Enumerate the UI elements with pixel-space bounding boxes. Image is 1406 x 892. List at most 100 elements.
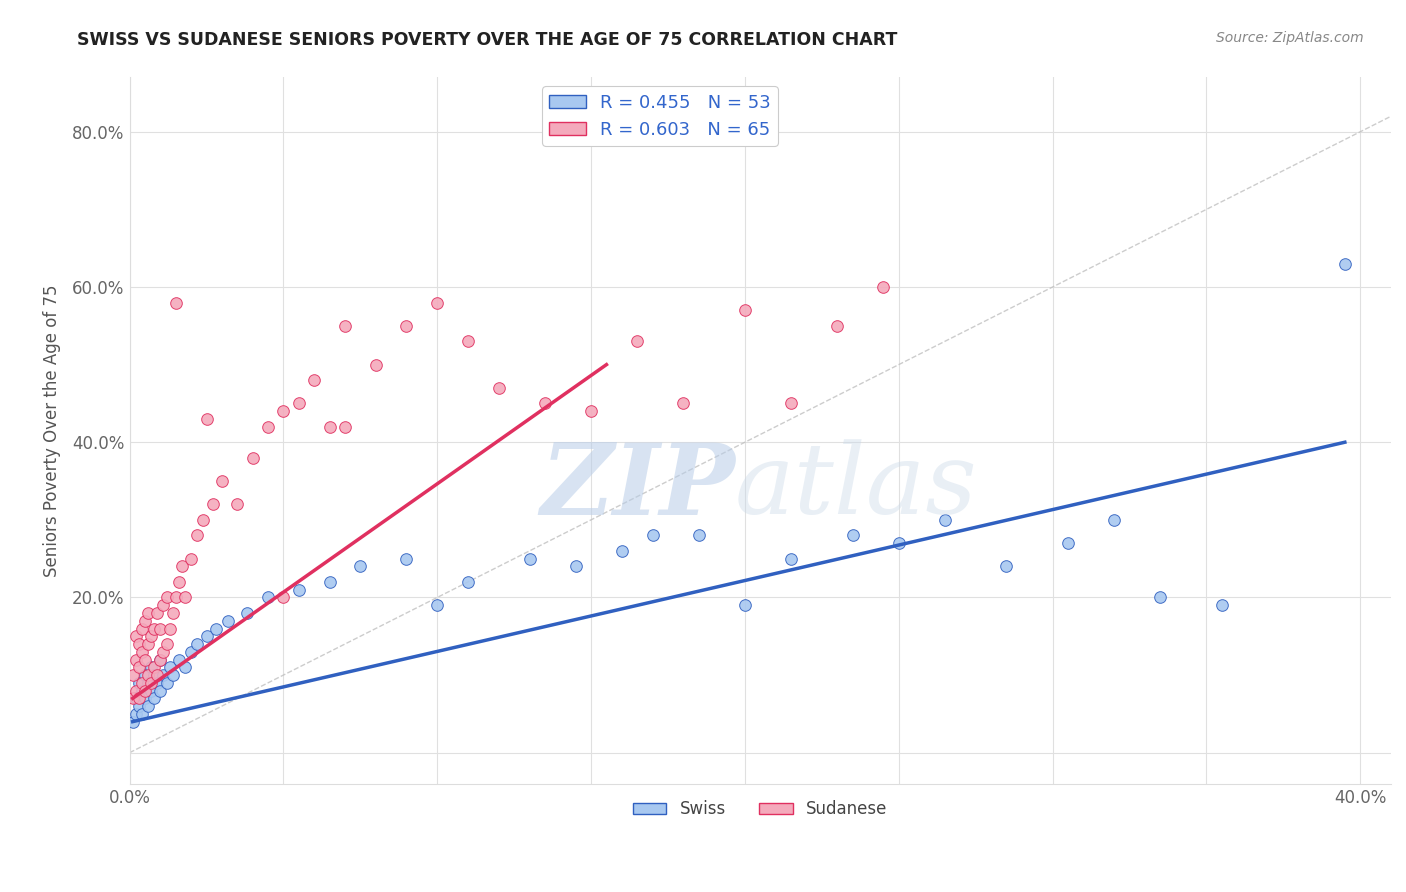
Point — [1334, 257, 1357, 271]
Point — [162, 668, 184, 682]
Point — [426, 598, 449, 612]
Point — [155, 637, 177, 651]
Point — [780, 551, 803, 566]
Point — [235, 606, 257, 620]
Point — [426, 295, 449, 310]
Point — [1211, 598, 1233, 612]
Point — [519, 551, 541, 566]
Point — [128, 676, 150, 690]
Point — [180, 551, 202, 566]
Point — [121, 691, 143, 706]
Point — [152, 645, 174, 659]
Point — [134, 683, 156, 698]
Point — [825, 318, 848, 333]
Point — [134, 614, 156, 628]
Point — [146, 606, 169, 620]
Point — [149, 652, 172, 666]
Point — [149, 622, 172, 636]
Point — [564, 559, 586, 574]
Point — [610, 544, 633, 558]
Point — [143, 668, 166, 682]
Point — [780, 396, 803, 410]
Point — [1102, 513, 1125, 527]
Point — [195, 629, 218, 643]
Point — [136, 606, 159, 620]
Point — [457, 574, 479, 589]
Point — [128, 660, 150, 674]
Point — [579, 404, 602, 418]
Point — [139, 660, 162, 674]
Point — [641, 528, 664, 542]
Point — [288, 396, 311, 410]
Point — [125, 691, 148, 706]
Point — [136, 668, 159, 682]
Point — [201, 497, 224, 511]
Point — [333, 318, 356, 333]
Point — [226, 497, 249, 511]
Point — [128, 699, 150, 714]
Point — [672, 396, 695, 410]
Point — [1149, 591, 1171, 605]
Point — [143, 660, 166, 674]
Point — [841, 528, 863, 542]
Point — [125, 652, 148, 666]
Text: atlas: atlas — [735, 440, 977, 534]
Text: Source: ZipAtlas.com: Source: ZipAtlas.com — [1216, 31, 1364, 45]
Point — [167, 574, 190, 589]
Point — [174, 591, 197, 605]
Point — [364, 358, 387, 372]
Point — [395, 318, 418, 333]
Point — [349, 559, 371, 574]
Point — [180, 645, 202, 659]
Point — [159, 660, 181, 674]
Point — [155, 676, 177, 690]
Point — [488, 381, 510, 395]
Point — [318, 574, 340, 589]
Point — [688, 528, 710, 542]
Point — [242, 450, 264, 465]
Point — [273, 591, 295, 605]
Point — [146, 676, 169, 690]
Point — [318, 419, 340, 434]
Point — [131, 676, 153, 690]
Point — [146, 668, 169, 682]
Point — [131, 706, 153, 721]
Point — [155, 591, 177, 605]
Point — [167, 652, 190, 666]
Point — [395, 551, 418, 566]
Point — [186, 528, 208, 542]
Point — [734, 598, 756, 612]
Point — [302, 373, 325, 387]
Point — [134, 668, 156, 682]
Point — [131, 645, 153, 659]
Point — [121, 714, 143, 729]
Point — [211, 474, 233, 488]
Point — [887, 536, 910, 550]
Point — [152, 668, 174, 682]
Point — [165, 591, 187, 605]
Point — [934, 513, 956, 527]
Point — [273, 404, 295, 418]
Point — [872, 280, 894, 294]
Legend: Swiss, Sudanese: Swiss, Sudanese — [627, 794, 894, 825]
Point — [288, 582, 311, 597]
Point — [1057, 536, 1080, 550]
Point — [165, 295, 187, 310]
Point — [131, 622, 153, 636]
Point — [149, 652, 172, 666]
Point — [136, 637, 159, 651]
Point — [134, 691, 156, 706]
Text: ZIP: ZIP — [540, 439, 735, 535]
Point — [134, 652, 156, 666]
Point — [734, 303, 756, 318]
Point — [128, 637, 150, 651]
Point — [152, 598, 174, 612]
Point — [128, 691, 150, 706]
Point — [131, 683, 153, 698]
Point — [143, 622, 166, 636]
Y-axis label: Seniors Poverty Over the Age of 75: Seniors Poverty Over the Age of 75 — [44, 285, 60, 577]
Point — [195, 412, 218, 426]
Point — [174, 660, 197, 674]
Point — [149, 683, 172, 698]
Point — [143, 691, 166, 706]
